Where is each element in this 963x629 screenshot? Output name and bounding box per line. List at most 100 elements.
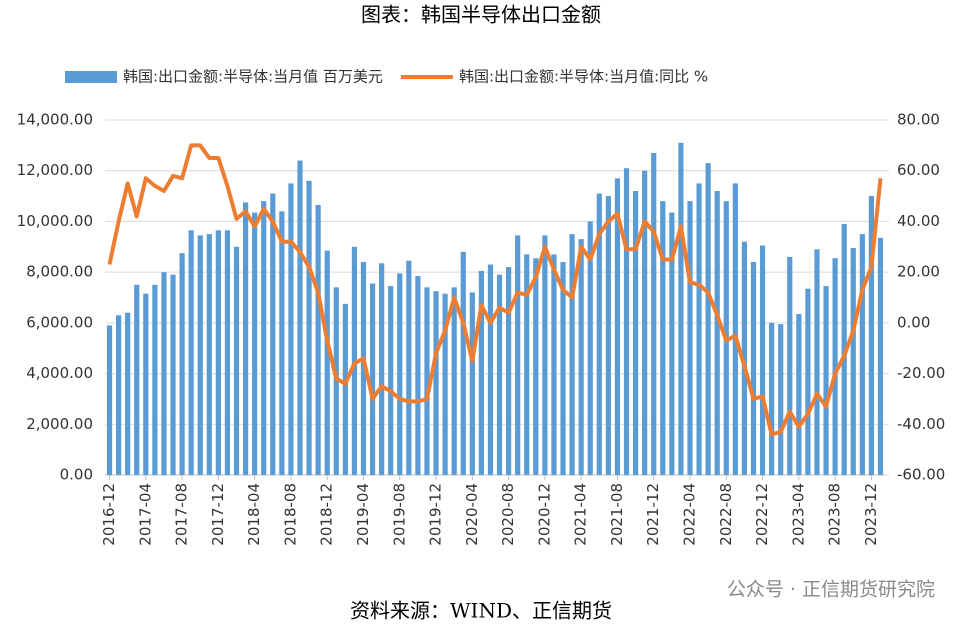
bar	[868, 196, 874, 476]
bar	[134, 284, 140, 475]
x-tick-label: 2022-04	[681, 483, 699, 546]
bar	[533, 258, 539, 475]
bar	[814, 249, 820, 475]
bar	[424, 287, 430, 475]
bar	[805, 288, 811, 475]
x-tick-label: 2023-04	[789, 483, 807, 546]
bar	[478, 270, 484, 475]
bar	[469, 292, 475, 475]
bar	[279, 211, 285, 476]
bar	[242, 202, 249, 476]
x-tick-label: 2020-12	[535, 483, 553, 546]
x-tick-label: 2023-08	[826, 483, 844, 546]
x-tick-label: 2020-08	[499, 483, 517, 546]
bar	[569, 234, 575, 475]
bar	[850, 248, 856, 475]
bar	[750, 262, 757, 475]
bar	[125, 312, 131, 475]
bar	[778, 324, 784, 475]
x-tick-label: 2020-04	[463, 483, 481, 546]
legend-label: 韩国:出口金额:半导体:当月值 百万美元	[123, 68, 383, 86]
bar	[705, 163, 711, 475]
y-tick-label: 6,000.00	[26, 313, 93, 331]
bar	[578, 239, 584, 475]
bar	[406, 260, 412, 475]
legend-swatch	[65, 71, 117, 83]
bar	[551, 254, 557, 475]
bar	[333, 287, 339, 475]
x-tick-label: 2021-12	[644, 483, 662, 546]
y2-tick-label: -20.00	[897, 364, 945, 382]
bar	[732, 183, 738, 475]
x-tick-label: 2017-08	[173, 483, 191, 546]
y-tick-label: 8,000.00	[26, 263, 93, 281]
x-tick-label: 2016-12	[100, 483, 118, 546]
bar	[487, 264, 494, 475]
bar	[197, 235, 203, 475]
x-tick-label: 2022-12	[753, 483, 771, 546]
bar	[660, 201, 666, 475]
bar	[605, 196, 611, 476]
x-tick-label: 2022-08	[717, 483, 735, 546]
bar	[696, 183, 702, 475]
y2-tick-label: 20.00	[897, 263, 940, 281]
source: 资料来源：WIND、正信期货	[350, 599, 612, 623]
bar	[297, 160, 303, 476]
bar	[170, 274, 176, 475]
x-tick-label: 2018-08	[281, 483, 299, 546]
bar	[306, 180, 312, 475]
x-tick-label: 2018-12	[318, 483, 336, 546]
line	[107, 143, 883, 437]
bar	[741, 241, 748, 475]
x-tick-label: 2021-08	[608, 483, 626, 546]
bar	[261, 201, 267, 475]
y2-tick-label: 40.00	[897, 212, 940, 230]
bar	[433, 291, 439, 475]
bar	[678, 142, 684, 476]
bar	[324, 250, 330, 475]
watermark: 公众号 · 正信期货研究院	[727, 579, 935, 601]
x-tick-label: 2021-04	[572, 483, 590, 546]
bar	[524, 254, 530, 475]
bar	[179, 253, 185, 475]
bar	[823, 286, 829, 475]
bar	[288, 183, 294, 475]
x-tick-label: 2019-12	[427, 483, 445, 546]
bar	[442, 293, 448, 475]
x-tick-label: 2017-04	[136, 483, 154, 546]
x-tick-label: 2017-12	[209, 483, 227, 546]
bar	[369, 283, 376, 475]
bar	[632, 191, 639, 475]
y-tick-label: 2,000.00	[26, 415, 93, 433]
x-tick-label: 2019-04	[354, 483, 372, 546]
chart-title: 图表：韩国半导体出口金额	[361, 3, 601, 27]
bar	[496, 274, 503, 475]
bar	[787, 256, 793, 475]
bar	[759, 245, 766, 475]
bar	[769, 322, 775, 475]
bar	[623, 168, 630, 475]
bar	[542, 235, 548, 475]
bar	[315, 204, 321, 476]
y-tick-label: 10,000.00	[17, 212, 93, 230]
y-tick-label: 4,000.00	[26, 364, 93, 382]
bar	[859, 234, 865, 475]
bar	[270, 193, 276, 476]
bar	[560, 262, 566, 475]
bar	[796, 313, 802, 475]
x-tick-label: 2019-08	[390, 483, 408, 546]
bar	[587, 221, 593, 475]
bar	[379, 263, 385, 475]
bar	[224, 230, 231, 475]
bar	[161, 272, 167, 475]
bar	[515, 235, 521, 475]
bar	[388, 286, 394, 475]
bar	[841, 223, 847, 475]
y2-tick-label: 60.00	[897, 161, 940, 179]
y2-tick-label: -60.00	[897, 466, 945, 484]
bar	[642, 170, 648, 475]
bar	[614, 178, 621, 476]
bar	[351, 246, 358, 475]
bar	[116, 315, 122, 475]
bar	[832, 258, 838, 475]
